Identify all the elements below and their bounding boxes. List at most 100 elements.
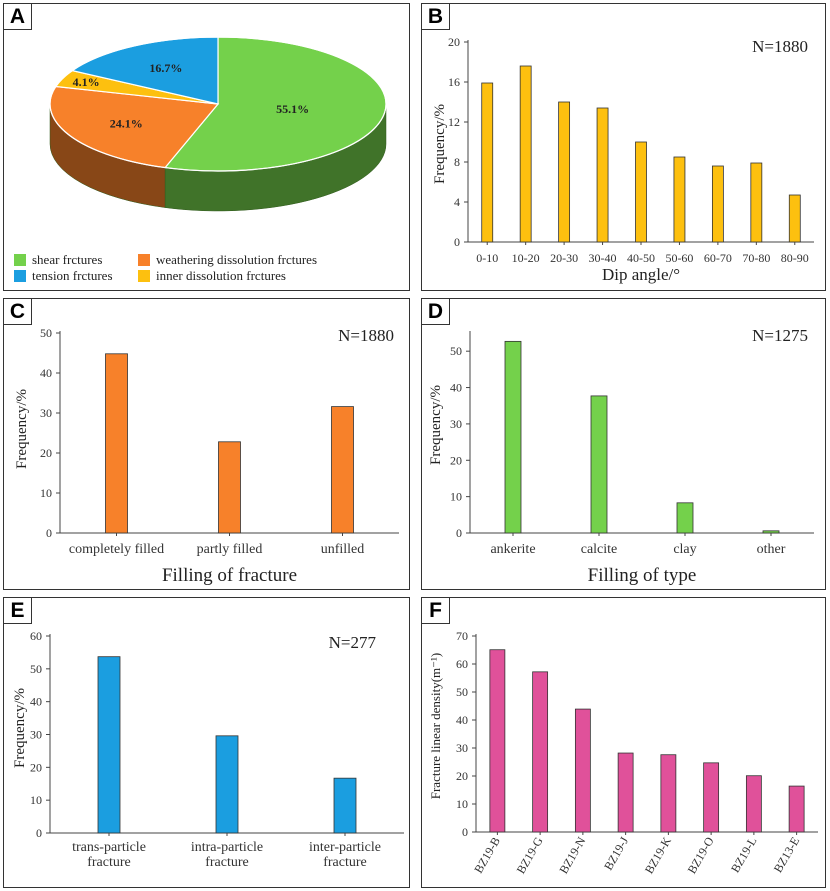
y-tick-label: 20 [450, 453, 462, 467]
x-tick-label: calcite [581, 542, 618, 557]
bar [489, 649, 506, 833]
bar [750, 162, 763, 243]
y-tick-label: 30 [40, 406, 52, 420]
pie-rim [49, 36, 387, 172]
bar [218, 441, 241, 534]
legend-item-inner: inner dissolution frctures [138, 268, 286, 284]
bar [676, 502, 694, 534]
bar-chart-d: 0 10 20 30 40 50 ankerite calcite clay other N=127… [428, 326, 814, 586]
x-tick-label: 70-80 [742, 251, 770, 265]
x-tick-label: 40-50 [627, 251, 655, 265]
y-axis-label: Fracture linear density(m⁻¹) [428, 653, 443, 800]
y-tick-label: 60 [30, 629, 42, 643]
y-axis-label: Frequency/% [432, 104, 448, 184]
bar-chart-c: 0 10 20 30 40 50 completely filled partly fille… [14, 326, 399, 586]
panel-d-label: D [422, 299, 450, 325]
y-tick-label: 20 [30, 760, 42, 774]
y-tick-label: 50 [40, 326, 52, 340]
pie-label-0: 55.1% [276, 102, 309, 116]
y-tick-label: 50 [450, 344, 462, 358]
panel-b: B 0 4 8 12 16 20 0-10 10-20 20-30 30-40 40-50 50-60… [421, 3, 826, 291]
pie-chart-a: 55.1% 24.1% 4.1% 16.7% [49, 36, 387, 212]
x-tick-label: ankerite [490, 542, 535, 557]
y-tick-label: 16 [448, 75, 460, 89]
bar [673, 156, 686, 243]
y-tick-label: 0 [36, 826, 42, 840]
y-tick-label: 40 [30, 695, 42, 709]
x-tick-label: intra-particle fracture [191, 840, 263, 870]
n-label: N=277 [329, 633, 377, 652]
y-tick-label: 50 [30, 662, 42, 676]
bar [590, 395, 608, 534]
y-tick-label: 10 [456, 797, 468, 811]
x-tick-label: unfilled [321, 542, 365, 557]
y-tick-label: 10 [40, 486, 52, 500]
x-axis-label: Filling of fracture [162, 565, 297, 586]
panel-a: A 55.1% 24.1% 4.1% 16.7% shear frctures wea… [3, 3, 410, 291]
y-tick-label: 20 [456, 769, 468, 783]
y-tick-label: 60 [456, 657, 468, 671]
pie-label-1: 24.1% [110, 117, 143, 131]
y-axis-label: Frequency/% [14, 389, 30, 469]
bar [635, 141, 647, 243]
bar [788, 785, 805, 833]
x-tick-label: BZ19-G [514, 834, 546, 876]
legend-label-tension: tension frctures [32, 268, 113, 283]
panel-b-label: B [422, 4, 450, 30]
bar [617, 752, 634, 833]
x-tick-label: inter-particle fracture [309, 840, 381, 870]
y-tick-label: 70 [456, 629, 468, 643]
y-tick-label: 30 [456, 741, 468, 755]
y-axis-label: Frequency/% [12, 688, 28, 768]
panel-f-label: F [422, 598, 450, 624]
y-tick-label: 20 [40, 446, 52, 460]
bar [596, 107, 609, 243]
bar [215, 735, 239, 834]
y-tick-label: 12 [448, 115, 460, 129]
bar [574, 708, 591, 833]
x-tick-label: completely filled [69, 542, 164, 557]
y-tick-label: 30 [450, 417, 462, 431]
bar [558, 101, 571, 243]
y-tick-label: 20 [448, 35, 460, 49]
legend-item-shear: shear frctures [14, 252, 102, 268]
legend-swatch-tension [14, 270, 26, 282]
bar [745, 775, 762, 833]
bar [703, 762, 720, 833]
panel-c: C 0 10 20 30 40 50 completely filled partly fil… [3, 298, 410, 590]
panel-e-label: E [4, 598, 32, 624]
legend-swatch-inner [138, 270, 150, 282]
bar [532, 671, 549, 833]
bar [504, 340, 522, 534]
x-tick-label: BZ19-K [642, 834, 674, 876]
legend-label-shear: shear frctures [32, 252, 103, 267]
legend-item-tension: tension frctures [14, 268, 113, 284]
panel-a-label: A [4, 4, 32, 30]
bar-chart-b: 0 4 8 12 16 20 0-10 10-20 20-30 30-40 40-50 50-60 60… [432, 35, 814, 284]
x-tick-label: clay [673, 542, 696, 557]
bar-chart-f: 0 10 20 30 40 50 60 70 BZ19-B BZ19-G BZ19-N BZ19-J B… [428, 629, 818, 876]
panel-f: F 0 10 20 30 40 50 60 70 BZ19-B BZ19-G BZ19-N BZ19-… [421, 597, 826, 888]
x-tick-label: 20-30 [550, 251, 578, 265]
n-label: N=1275 [752, 326, 808, 345]
x-tick-label: BZ19-L [728, 835, 759, 875]
x-tick-label: 60-70 [704, 251, 732, 265]
bar [519, 65, 532, 243]
panel-c-label: C [4, 299, 32, 325]
y-tick-label: 4 [454, 195, 460, 209]
x-tick-label: BZ19-O [685, 834, 717, 876]
legend-item-weathering: weathering dissolution frctures [138, 252, 317, 268]
pie-label-3: 16.7% [149, 61, 182, 75]
y-tick-label: 50 [456, 685, 468, 699]
legend-swatch-shear [14, 254, 26, 266]
y-tick-label: 0 [454, 235, 460, 249]
bar [331, 406, 354, 534]
panel-d: D 0 10 20 30 40 50 ankerite calcite clay other N=1… [421, 298, 826, 590]
x-tick-label: 0-10 [476, 251, 498, 265]
n-label: N=1880 [338, 326, 394, 345]
y-tick-label: 30 [30, 728, 42, 742]
x-tick-label: trans-particle fracture [72, 840, 146, 870]
bar-chart-e: 0 10 20 30 40 50 60 trans-particle fracture intra… [12, 629, 404, 870]
x-axis-label: Filling of type [588, 565, 697, 586]
bar [97, 656, 121, 834]
